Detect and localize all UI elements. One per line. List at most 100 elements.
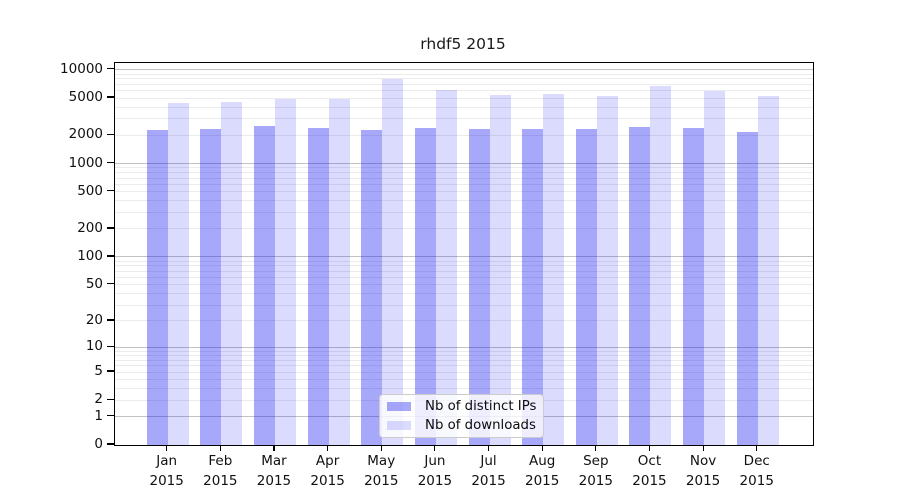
x-tick-label: Nov 2015	[685, 453, 721, 489]
y-tick-label: 2000	[68, 126, 103, 143]
y-tick-label: 20	[85, 311, 103, 328]
gridline	[115, 200, 813, 202]
bar-downloads	[274, 99, 296, 445]
y-tick	[107, 283, 114, 285]
y-tick	[107, 443, 114, 445]
y-tick	[107, 190, 114, 192]
bar-downloads	[435, 89, 457, 445]
gridline	[115, 183, 813, 185]
gridline	[115, 134, 813, 136]
bar-downloads	[382, 79, 404, 445]
legend: Nb of distinct IPs Nb of downloads	[379, 394, 544, 438]
y-tick	[107, 161, 114, 164]
bar-downloads	[167, 103, 189, 445]
gridline	[115, 378, 813, 380]
legend-row: Nb of distinct IPs	[387, 398, 537, 415]
gridline	[115, 212, 813, 213]
x-tick-label: Jan 2015	[149, 453, 184, 489]
gridline	[115, 69, 813, 71]
gridline	[115, 83, 813, 85]
gridline	[115, 228, 813, 230]
gridline	[115, 284, 813, 286]
chart-title: rhdf5 2015	[420, 35, 506, 53]
x-tick	[487, 445, 490, 451]
gridline	[115, 359, 813, 361]
x-tick-label: Jun 2015	[417, 453, 453, 489]
gridline	[115, 277, 813, 279]
gridline	[115, 260, 813, 262]
y-tick-label: 1000	[68, 154, 103, 171]
x-tick	[273, 445, 275, 451]
gridline	[115, 97, 813, 99]
y-tick-label: 500	[77, 182, 103, 199]
gridline	[115, 350, 813, 352]
x-tick	[380, 445, 382, 451]
gridline	[115, 163, 813, 165]
gridline	[115, 354, 813, 356]
gridline	[115, 265, 813, 267]
gridline	[115, 365, 813, 367]
gridline	[115, 90, 813, 92]
y-tick-label: 1	[94, 407, 103, 424]
bar-distinct-ips	[683, 127, 705, 445]
x-tick-label: Jul 2015	[471, 453, 506, 489]
y-tick	[107, 96, 114, 98]
gridlines-layer	[115, 63, 813, 445]
bar-distinct-ips	[307, 128, 329, 445]
legend-label: Nb of distinct IPs	[425, 398, 537, 414]
y-tick	[107, 133, 114, 135]
bar-distinct-ips	[146, 130, 168, 445]
y-tick	[107, 398, 114, 400]
x-tick-label: Sep 2015	[578, 453, 613, 489]
bar-distinct-ips	[468, 128, 490, 445]
gridline	[115, 293, 813, 295]
x-tick-label: Mar 2015	[256, 453, 292, 489]
y-tick-label: 200	[77, 219, 103, 236]
x-tick-label: Apr 2015	[310, 453, 345, 489]
gridline	[115, 172, 813, 174]
gridline	[115, 177, 813, 179]
x-tick-label: Dec 2015	[739, 453, 774, 489]
gridline	[115, 256, 813, 258]
bar-downloads	[596, 95, 618, 445]
bar-distinct-ips	[253, 126, 275, 445]
plot-area: Nb of distinct IPs Nb of downloads	[114, 62, 814, 446]
y-tick	[107, 68, 114, 70]
bar-downloads	[543, 94, 565, 445]
gridline	[115, 167, 813, 169]
bars-layer	[115, 63, 813, 445]
gridline	[115, 304, 813, 306]
bar-downloads	[757, 96, 779, 445]
x-tick-label: Feb 2015	[203, 453, 238, 489]
gridline	[115, 320, 813, 322]
x-tick	[595, 445, 597, 451]
gridline	[115, 118, 813, 120]
bar-distinct-ips	[522, 128, 544, 445]
y-tick	[107, 415, 114, 417]
y-tick-label: 10	[85, 338, 103, 355]
x-tick	[702, 445, 704, 451]
bar-downloads	[221, 102, 243, 445]
y-tick	[107, 227, 114, 229]
x-tick	[219, 445, 221, 451]
gridline	[115, 371, 813, 373]
gridline	[115, 346, 813, 348]
x-tick	[434, 445, 436, 451]
x-tick-label: Oct 2015	[632, 453, 667, 489]
x-tick	[648, 445, 651, 451]
y-tick-label: 2	[94, 391, 103, 408]
gridline	[115, 73, 813, 75]
y-tick	[107, 319, 114, 321]
x-tick-label: Aug 2015	[524, 453, 560, 489]
y-tick-label: 100	[77, 247, 103, 264]
x-tick	[756, 445, 758, 451]
bar-downloads	[489, 95, 511, 445]
bar-downloads	[328, 98, 350, 445]
bar-distinct-ips	[736, 131, 758, 445]
y-tick-label: 5000	[68, 89, 103, 106]
y-tick	[107, 255, 114, 257]
gridline	[115, 388, 813, 390]
